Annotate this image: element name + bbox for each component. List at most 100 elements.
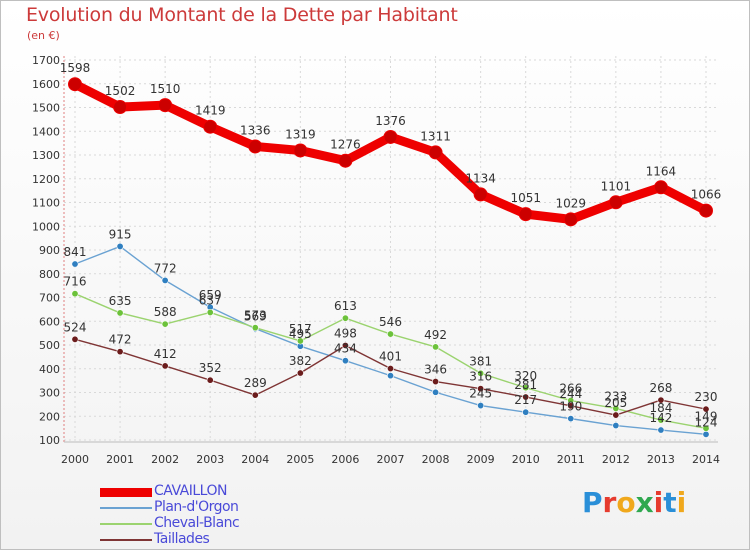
data-label: 637 <box>199 293 222 307</box>
y-tick-label: 400 <box>39 363 60 376</box>
data-point <box>296 369 304 377</box>
data-label: 1029 <box>556 196 587 210</box>
data-point <box>203 119 218 134</box>
data-label: 569 <box>244 310 267 324</box>
data-label: 716 <box>64 275 87 289</box>
x-tick-label: 2012 <box>602 453 630 466</box>
x-tick-label: 2006 <box>331 453 359 466</box>
data-label: 1376 <box>375 114 406 128</box>
data-label: 613 <box>334 299 357 313</box>
data-point <box>68 77 82 92</box>
legend-label-cavaillon: CAVAILLON <box>154 483 227 499</box>
data-label: 1502 <box>105 84 136 98</box>
data-label: 352 <box>199 361 222 375</box>
legend-label-cheval-blanc: Cheval-Blanc <box>154 515 240 531</box>
y-tick-label: 800 <box>39 268 60 281</box>
data-label: 772 <box>154 261 177 275</box>
data-label: 244 <box>559 387 582 401</box>
x-tick-label: 2010 <box>512 453 540 466</box>
data-label: 230 <box>695 390 718 404</box>
legend-swatch-cheval-blanc <box>100 523 152 525</box>
y-tick-label: 1300 <box>32 149 60 162</box>
data-point <box>522 393 530 401</box>
x-tick-label: 2014 <box>692 453 720 466</box>
data-point <box>341 357 349 365</box>
y-tick-label: 1400 <box>32 125 60 138</box>
data-label: 205 <box>604 396 627 410</box>
data-label: 1510 <box>150 82 181 96</box>
data-point <box>657 416 665 424</box>
data-label: 316 <box>469 370 492 384</box>
data-point <box>432 343 440 351</box>
legend-swatch-plan-dorgon <box>100 507 152 509</box>
data-label: 498 <box>334 326 357 340</box>
x-tick-label: 2009 <box>467 453 495 466</box>
data-label: 635 <box>109 294 132 308</box>
data-label: 233 <box>604 389 627 403</box>
data-point <box>161 320 169 328</box>
y-tick-label: 1100 <box>32 197 60 210</box>
data-label: 346 <box>424 363 447 377</box>
data-label: 142 <box>649 411 672 425</box>
data-point <box>608 195 623 210</box>
data-point <box>158 98 173 113</box>
logo-letter: t <box>663 486 677 519</box>
data-point <box>251 391 259 399</box>
y-tick-label: 1700 <box>32 54 60 67</box>
data-label: 1164 <box>646 164 677 178</box>
x-tick-label: 2002 <box>151 453 179 466</box>
data-label: 492 <box>424 328 447 342</box>
data-point <box>386 330 394 338</box>
data-point <box>116 242 124 250</box>
data-label: 1051 <box>510 191 541 205</box>
data-point <box>699 203 713 218</box>
data-point <box>428 145 443 160</box>
data-label: 382 <box>289 354 312 368</box>
data-point <box>473 187 488 202</box>
data-point <box>567 402 575 410</box>
x-tick-label: 2005 <box>286 453 314 466</box>
data-point <box>477 385 485 393</box>
data-point <box>71 260 79 268</box>
y-tick-label: 1200 <box>32 173 60 186</box>
x-tick-label: 2000 <box>61 453 89 466</box>
data-point <box>116 309 124 317</box>
data-label: 915 <box>109 227 132 241</box>
y-tick-label: 500 <box>39 339 60 352</box>
data-label: 124 <box>695 415 718 429</box>
data-label: 659 <box>199 288 222 302</box>
y-tick-label: 700 <box>39 292 60 305</box>
y-tick-label: 1600 <box>32 78 60 91</box>
y-tick-label: 1500 <box>32 102 60 115</box>
data-label: 588 <box>154 305 177 319</box>
data-point <box>386 365 394 373</box>
y-tick-label: 100 <box>39 434 60 447</box>
data-point <box>338 153 353 168</box>
proxiti-logo: Proxiti <box>582 486 686 519</box>
data-label: 190 <box>559 400 582 414</box>
data-point <box>702 430 710 438</box>
data-label: 412 <box>154 347 177 361</box>
logo-letter: i <box>653 486 664 519</box>
data-point <box>161 276 169 284</box>
data-label: 472 <box>109 333 132 347</box>
chart-subtitle: (en €) <box>27 29 60 42</box>
logo-letter: x <box>635 486 654 519</box>
legend-swatch-taillades <box>100 539 152 541</box>
y-tick-label: 200 <box>39 410 60 423</box>
data-point <box>251 324 259 332</box>
chart-title: Evolution du Montant de la Dette par Hab… <box>26 4 458 26</box>
legend-swatch-cavaillon <box>100 488 152 497</box>
data-point <box>653 180 668 195</box>
data-point <box>612 411 620 419</box>
data-label: 1311 <box>420 129 451 143</box>
data-label: 517 <box>289 322 312 336</box>
legend-label-taillades: Taillades <box>154 531 210 547</box>
x-tick-label: 2007 <box>377 453 405 466</box>
data-point <box>657 426 665 434</box>
data-point <box>248 139 263 154</box>
data-label: 1134 <box>465 171 496 185</box>
data-point <box>567 415 575 423</box>
data-label: 1276 <box>330 138 361 152</box>
